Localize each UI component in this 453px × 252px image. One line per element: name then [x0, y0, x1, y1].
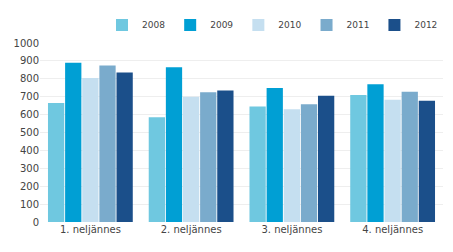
svg-text:1. neljännes: 1. neljännes	[60, 224, 121, 235]
svg-text:800: 800	[20, 73, 39, 84]
svg-text:500: 500	[20, 127, 39, 138]
svg-text:2. neljännes: 2. neljännes	[161, 224, 222, 235]
svg-text:300: 300	[20, 163, 39, 174]
svg-text:2010: 2010	[278, 20, 301, 30]
svg-text:2009: 2009	[210, 20, 233, 30]
svg-text:900: 900	[20, 55, 39, 66]
svg-text:2012: 2012	[414, 20, 437, 30]
svg-text:4. neljännes: 4. neljännes	[362, 224, 423, 235]
svg-text:400: 400	[20, 145, 39, 156]
svg-text:3. neljännes: 3. neljännes	[261, 224, 322, 235]
svg-text:2011: 2011	[347, 20, 370, 30]
svg-text:600: 600	[20, 109, 39, 120]
svg-text:100: 100	[20, 199, 39, 210]
svg-text:2008: 2008	[142, 20, 165, 30]
svg-text:0: 0	[33, 217, 39, 228]
svg-text:200: 200	[20, 181, 39, 192]
svg-text:700: 700	[20, 91, 39, 102]
svg-text:1000: 1000	[14, 38, 39, 49]
